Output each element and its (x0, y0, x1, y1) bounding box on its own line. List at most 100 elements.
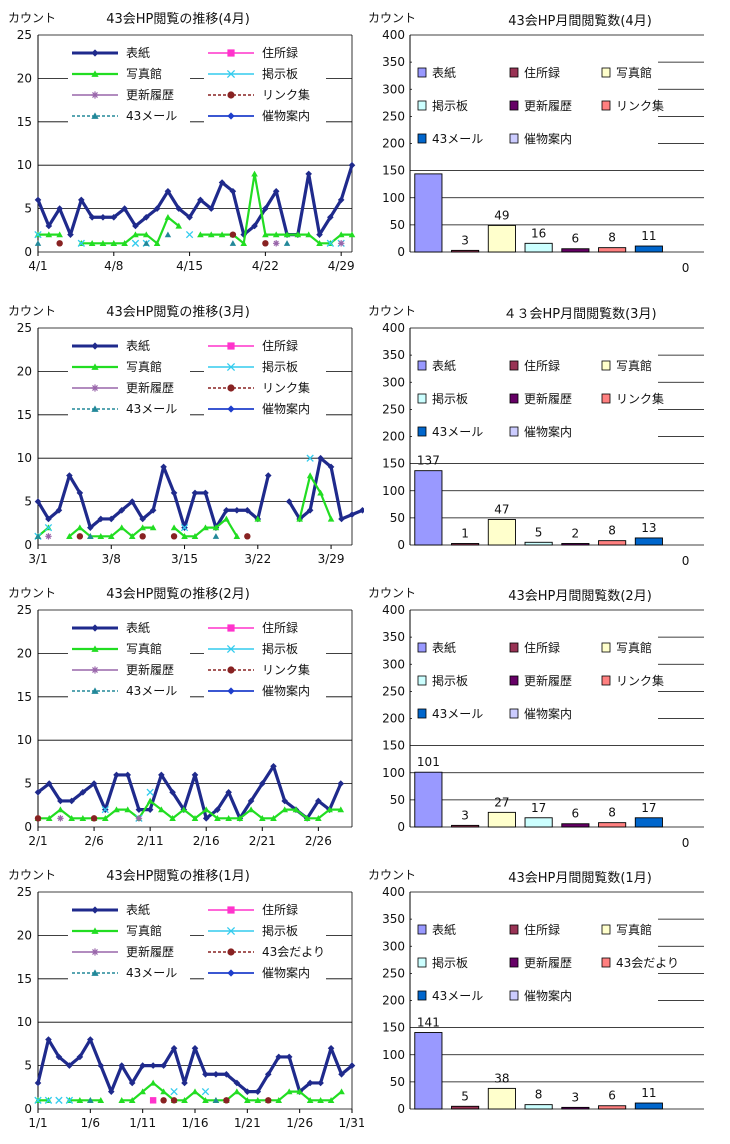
series-line-item-1 (38, 799, 341, 820)
y-axis-label: カウント (368, 304, 416, 318)
data-point-item-1 (128, 1097, 136, 1103)
series-line-item-0 (36, 465, 270, 530)
data-point-item-0 (186, 213, 193, 221)
y-tick-label: 5 (24, 495, 32, 509)
legend-bg (204, 619, 326, 636)
data-point-item-1 (139, 1088, 146, 1095)
data-point-item-5 (87, 1097, 94, 1103)
y-tick-label: 25 (17, 603, 32, 617)
data-point-item-5 (212, 1097, 220, 1103)
legend-marker-item-3 (226, 644, 236, 654)
legend-bg (68, 358, 190, 375)
legend-marker-item-4 (91, 91, 99, 99)
data-point-item-0 (34, 196, 42, 204)
chart-title: 43会HP閲覧の推移(4月) (106, 11, 250, 27)
data-point-item-2 (34, 230, 42, 239)
data-point-item-1 (337, 806, 345, 813)
legend-label-item-4: 更新履歴 (524, 391, 572, 406)
legend-marker-item-5 (227, 384, 235, 392)
y-tick-label: 150 (382, 164, 405, 178)
data-point-item-1 (236, 815, 244, 821)
bar-item-3 (524, 541, 553, 546)
legend-label-item-5: リンク集 (616, 98, 664, 113)
data-point-item-4 (273, 240, 280, 247)
y-tick-label: 250 (382, 684, 405, 698)
y-tick-label: 350 (382, 912, 405, 926)
data-point-item-0 (90, 780, 98, 787)
y-tick-label: 100 (382, 766, 405, 780)
legend-swatch-item-4 (509, 393, 519, 404)
legend-label-item-4: 更新履歴 (126, 380, 174, 395)
legend-label-item-3: 掲示板 (262, 641, 298, 656)
data-point-item-0 (139, 1062, 146, 1069)
legend-label-item-0: 表紙 (126, 620, 150, 635)
chart-title: 43会HP閲覧の推移(1月) (106, 868, 250, 884)
data-point-item-1 (68, 815, 75, 821)
data-point-item-3 (56, 240, 63, 247)
legend-label-item-5: 43会だより (262, 945, 325, 959)
legend-marker-item-2 (91, 927, 99, 934)
legend-swatch-item-5 (601, 675, 611, 686)
legend-marker-item-2 (91, 70, 99, 77)
data-point-item-0 (118, 1062, 126, 1069)
data-point-item-0 (175, 205, 183, 212)
data-point-item-1 (303, 815, 311, 821)
data-point-item-0 (202, 489, 209, 497)
legend-bg (204, 922, 326, 939)
data-point-item-0 (67, 231, 74, 238)
data-point-item-0 (169, 788, 176, 796)
data-point-item-2 (44, 1096, 53, 1104)
y-tick-label: 5 (24, 777, 32, 791)
legend-label-item-5: リンク集 (616, 673, 664, 688)
data-point-item-3 (244, 533, 251, 540)
bar-item-2 (487, 224, 516, 253)
legend-bg (68, 400, 190, 417)
bar-item-6 (634, 537, 663, 546)
data-point-item-0 (233, 1079, 241, 1087)
y-tick-label: 100 (382, 1048, 405, 1062)
data-point-item-0 (97, 515, 105, 523)
data-point-item-1 (306, 472, 314, 479)
data-point-item-0 (76, 489, 84, 497)
y-tick-label: 0 (397, 245, 405, 259)
bar-item-5 (598, 1105, 627, 1110)
data-point-item-0 (247, 797, 255, 805)
legend-label-item-7: 催物案内 (524, 988, 572, 1003)
legend-swatch-item-0 (417, 924, 427, 935)
legend-label-item-7: 催物案内 (524, 424, 572, 439)
data-point-item-0 (281, 797, 289, 805)
y-tick-label: 200 (382, 994, 405, 1008)
series-line-item-0 (287, 456, 364, 521)
y-tick-label: 0 (397, 820, 405, 834)
y-tick-label: 150 (382, 1021, 405, 1035)
data-point-item-0 (45, 1036, 52, 1043)
y-tick-label: 10 (17, 451, 32, 465)
legend-swatch-item-1 (509, 924, 519, 935)
legend-bg (68, 86, 190, 103)
data-point-item-2 (55, 1096, 63, 1104)
bar-value-label-item-0: 101 (417, 755, 440, 769)
data-point-item-0 (262, 205, 269, 212)
line-chart-february: カウント 43会HP閲覧の推移(2月) 0 5 10 15 20 25 2/1 2/6 2/11 2/… (8, 586, 353, 848)
y-tick-label: 400 (382, 885, 405, 899)
data-point-item-1 (149, 524, 157, 531)
data-point-item-1 (66, 533, 73, 539)
x-tick-label: 3/22 (244, 552, 271, 566)
data-point-item-0 (258, 780, 266, 787)
legend-bg (204, 943, 326, 960)
data-point-item-0 (327, 463, 335, 471)
legend-label-item-4: 更新履歴 (524, 955, 572, 970)
data-point-item-0 (160, 463, 167, 471)
legend-swatch-item-2 (601, 360, 611, 371)
y-tick-label: 200 (382, 137, 405, 151)
legend-swatch-item-4 (509, 957, 519, 968)
legend-marker-item-2 (91, 645, 99, 652)
data-point-item-1 (338, 1088, 345, 1095)
legend-marker-item-3 (226, 69, 236, 79)
data-point-item-0 (244, 506, 251, 514)
y-tick-label: 100 (382, 191, 405, 205)
data-point-item-5 (212, 533, 220, 539)
legend-marker-item-3 (226, 362, 236, 372)
chart-title: 43会HP月間閲覧数(1月) (508, 870, 652, 886)
x-tick-label: 2/6 (84, 834, 103, 848)
